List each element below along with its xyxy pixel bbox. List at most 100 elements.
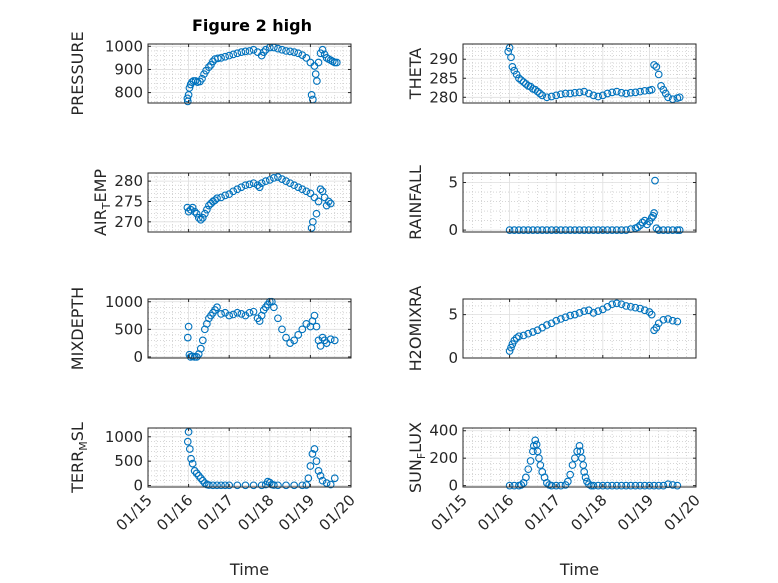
data-point — [566, 470, 575, 479]
data-point — [594, 92, 602, 101]
y-axis-label-part: PRESSURE — [68, 31, 87, 115]
x-tick-label: 01/20 — [661, 491, 704, 534]
data-point — [192, 209, 201, 218]
y-axis-label-part: MIXDEPTH — [68, 287, 87, 370]
data-point — [631, 88, 640, 97]
data-point — [612, 226, 621, 234]
data-point — [278, 175, 286, 183]
data-point — [512, 70, 521, 79]
data-point — [198, 476, 207, 485]
data-point — [225, 311, 234, 320]
data-point — [654, 481, 663, 490]
data-point — [557, 315, 565, 323]
y-tick-label: 800 — [114, 84, 143, 102]
data-point — [188, 203, 197, 212]
y-tick-label: 5 — [448, 174, 458, 192]
data-point — [515, 226, 523, 234]
plot-area — [463, 173, 696, 232]
data-point — [552, 91, 561, 100]
data-point — [318, 476, 327, 485]
data-point — [205, 63, 213, 71]
y-axis-label-subscript: T — [100, 202, 113, 210]
data-point — [598, 481, 607, 490]
data-point — [298, 481, 307, 490]
data-point — [647, 213, 656, 222]
plot-area — [148, 173, 351, 232]
data-point — [664, 93, 672, 102]
data-point — [261, 45, 270, 54]
data-point — [657, 82, 665, 90]
data-point — [533, 87, 542, 96]
data-point — [200, 479, 209, 487]
data-point — [233, 185, 242, 194]
data-point — [505, 347, 514, 355]
data-point — [245, 47, 254, 55]
data-point — [594, 226, 602, 234]
data-point — [282, 333, 290, 342]
data-point — [316, 342, 325, 350]
data-point — [533, 226, 542, 234]
data-point — [645, 481, 654, 490]
x-axis-label: Time — [559, 560, 599, 579]
data-point — [185, 445, 194, 453]
data-point — [298, 185, 307, 194]
y-tick-label: 1000 — [105, 428, 143, 446]
data-point — [529, 447, 537, 456]
y-axis-label: TERRMSL — [68, 422, 90, 494]
data-point — [294, 330, 303, 339]
data-point — [217, 193, 225, 202]
y-axis-label: AIRTEMP — [91, 169, 113, 236]
data-point — [332, 58, 341, 67]
data-point — [524, 465, 533, 474]
y-tick-label: 0 — [133, 477, 143, 495]
data-point — [659, 85, 668, 94]
data-point — [286, 47, 294, 56]
data-point — [306, 462, 315, 470]
data-point — [249, 179, 258, 188]
data-point — [290, 181, 299, 190]
data-point — [302, 187, 311, 196]
x-tick-label: 01/20 — [316, 491, 359, 534]
data-point — [517, 76, 526, 85]
data-point — [529, 226, 537, 234]
x-tick-label: 01/15 — [428, 491, 471, 534]
data-point — [631, 303, 640, 312]
data-point — [186, 205, 195, 214]
data-point — [229, 310, 238, 319]
data-point — [282, 481, 290, 490]
data-point — [183, 94, 192, 103]
data-point — [566, 311, 575, 320]
data-point — [547, 92, 556, 101]
data-point — [612, 299, 621, 308]
y-axis-label-part: AIR — [91, 209, 110, 236]
data-point — [570, 88, 579, 97]
axes-box — [147, 43, 352, 104]
data-point — [526, 457, 535, 465]
data-point — [575, 309, 584, 317]
data-point — [213, 303, 221, 312]
data-point — [575, 88, 584, 97]
data-point — [531, 436, 540, 445]
data-point — [302, 481, 311, 489]
data-point — [310, 311, 319, 320]
data-point — [261, 177, 270, 185]
data-point — [326, 480, 335, 489]
data-point — [316, 471, 325, 480]
data-point — [664, 315, 672, 323]
data-point — [636, 87, 644, 96]
data-point — [510, 226, 519, 234]
data-point — [326, 335, 335, 344]
x-tick-label: 01/16 — [153, 491, 196, 534]
data-point — [566, 89, 575, 98]
data-point — [664, 480, 672, 489]
data-point — [203, 205, 211, 214]
subplot-h2omixra: 0 5 H2OMIXRA — [406, 286, 697, 371]
data-point — [547, 226, 556, 234]
data-point — [589, 309, 598, 317]
data-point — [196, 344, 205, 353]
data-point — [652, 323, 661, 332]
data-point — [563, 477, 572, 486]
data-point — [282, 47, 290, 55]
